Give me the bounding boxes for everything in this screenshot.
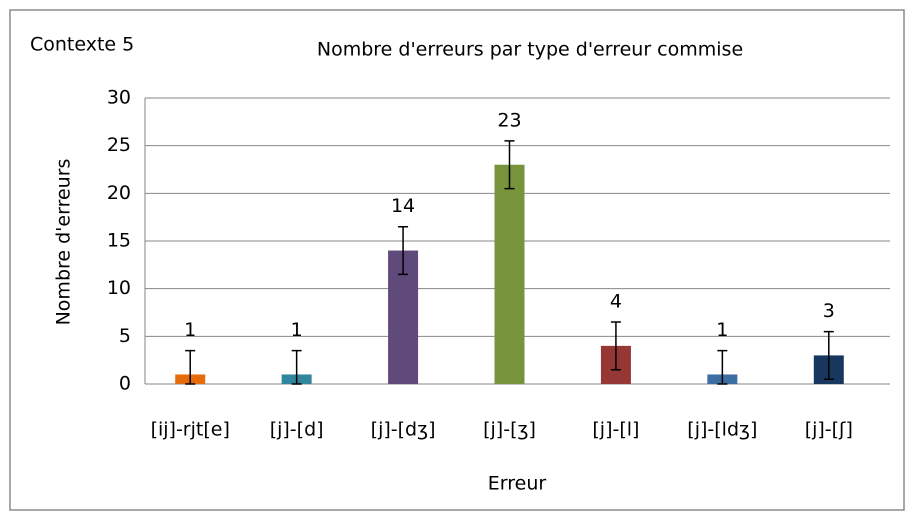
error-bar <box>185 349 196 385</box>
chart-border <box>9 9 905 511</box>
y-tick-label: 15 <box>107 230 131 252</box>
error-bar <box>717 349 728 385</box>
x-tick-label: [ij]-rjt[e] <box>151 419 230 441</box>
error-bar <box>823 330 834 380</box>
y-tick-label: 30 <box>107 87 131 109</box>
data-label: 1 <box>184 319 196 341</box>
y-tick-label: 10 <box>107 277 131 299</box>
data-label: 4 <box>610 291 622 313</box>
y-tick-label: 25 <box>107 134 131 156</box>
data-label: 23 <box>497 109 521 131</box>
annotation: Contexte 5 <box>30 34 134 56</box>
x-tick-label: [j]-[ʒ] <box>483 419 536 441</box>
x-tick-label: [j]-[ldʒ] <box>687 419 757 441</box>
x-tick-label: [j]-[dʒ] <box>371 419 436 441</box>
x-axis-label: Erreur <box>488 473 547 495</box>
error-bar <box>610 321 621 371</box>
y-tick-label: 5 <box>119 325 131 347</box>
bar <box>494 164 525 384</box>
x-tick-label: [j]-[l] <box>592 419 639 441</box>
y-tick-label: 20 <box>107 182 131 204</box>
error-bar <box>291 349 302 385</box>
data-label: 1 <box>716 319 728 341</box>
error-bar <box>504 140 515 190</box>
y-axis-label: Nombre d'erreurs <box>53 159 75 326</box>
data-label: 3 <box>823 300 835 322</box>
x-tick-label: [j]-[ʃ] <box>805 419 853 441</box>
x-tick-label: [j]-[d] <box>270 419 324 441</box>
error-bar <box>398 225 409 276</box>
chart-title: Nombre d'erreurs par type d'erreur commi… <box>317 39 743 61</box>
data-label: 1 <box>291 319 303 341</box>
data-label: 14 <box>391 195 415 217</box>
y-tick-label: 0 <box>119 373 131 395</box>
